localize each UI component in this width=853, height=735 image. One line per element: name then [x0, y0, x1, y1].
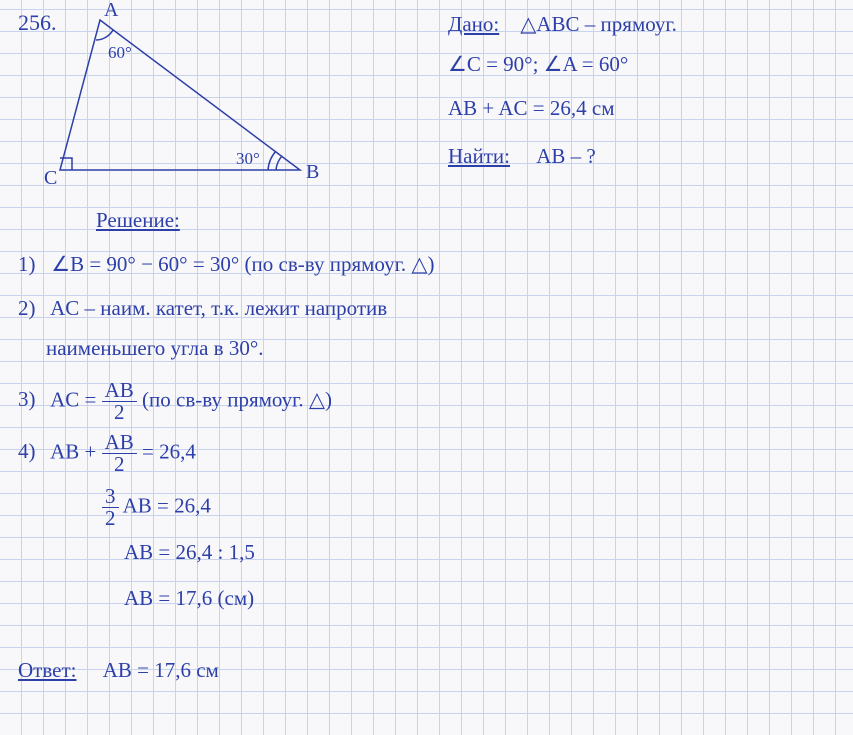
step-4a-frac-num: AB: [102, 432, 137, 454]
step-4c: AB = 26,4 : 1,5: [124, 540, 255, 565]
triangle-diagram: A B C 60° 30°: [0, 0, 360, 200]
step-4b-frac-num: 3: [102, 486, 119, 508]
step-3: 3) AC = AB 2 (по св-ву прямоуг. △): [18, 380, 332, 423]
answer-label: Ответ:: [18, 658, 76, 682]
step-4d: AB = 17,6 (см): [124, 586, 254, 611]
given-heading: Дано:: [448, 12, 499, 36]
step-1-num: 1): [18, 252, 46, 277]
step-4-num: 4): [18, 439, 46, 464]
step-1: 1) ∠B = 90° − 60° = 30° (по св-ву прямоу…: [18, 252, 435, 277]
step-4a-pre: AB +: [50, 439, 102, 463]
given-line4: Найти: AB – ?: [448, 144, 596, 169]
step-3-pre: AC =: [50, 387, 102, 411]
angle-b-label: 30°: [236, 149, 260, 168]
step-1-text: ∠B = 90° − 60° = 30° (по св-ву прямоуг. …: [51, 252, 434, 276]
given-line2: ∠C = 90°; ∠A = 60°: [448, 52, 628, 77]
step-4b: 3 2 AB = 26,4: [102, 486, 211, 529]
step-4b-post: AB = 26,4: [123, 493, 211, 517]
step-2a-text: AC – наим. катет, т.к. лежит напротив: [50, 296, 387, 320]
vertex-b-label: B: [306, 161, 319, 183]
step-3-fraction: AB 2: [102, 380, 137, 423]
find-heading: Найти:: [448, 144, 510, 168]
answer-line: Ответ: AB = 17,6 см: [18, 658, 219, 683]
step-3-num: 3): [18, 387, 46, 412]
given-triangle: △ABC – прямоуг.: [520, 12, 677, 36]
given-line3: AB + AC = 26,4 см: [448, 96, 614, 121]
step-3-post: (по св-ву прямоуг. △): [142, 387, 332, 411]
given-line1: Дано: △ABC – прямоуг.: [448, 12, 677, 37]
vertex-a-label: A: [104, 0, 119, 21]
step-4b-frac-den: 2: [102, 508, 119, 529]
step-3-frac-den: 2: [111, 402, 128, 423]
step-2b: наименьшего угла в 30°.: [46, 336, 263, 361]
step-4b-fraction: 3 2: [102, 486, 119, 529]
vertex-c-label: C: [44, 167, 57, 189]
step-2-num: 2): [18, 296, 46, 321]
step-4a-frac-den: 2: [111, 454, 128, 475]
angle-a-label: 60°: [108, 43, 132, 62]
step-4a: 4) AB + AB 2 = 26,4: [18, 432, 196, 475]
answer-value: AB = 17,6 см: [103, 658, 219, 682]
step-4a-post: = 26,4: [142, 439, 196, 463]
step-3-frac-num: AB: [102, 380, 137, 402]
step-4a-fraction: AB 2: [102, 432, 137, 475]
solution-heading: Решение:: [96, 208, 180, 233]
step-2a: 2) AC – наим. катет, т.к. лежит напротив: [18, 296, 387, 321]
find-value: AB – ?: [536, 144, 596, 168]
